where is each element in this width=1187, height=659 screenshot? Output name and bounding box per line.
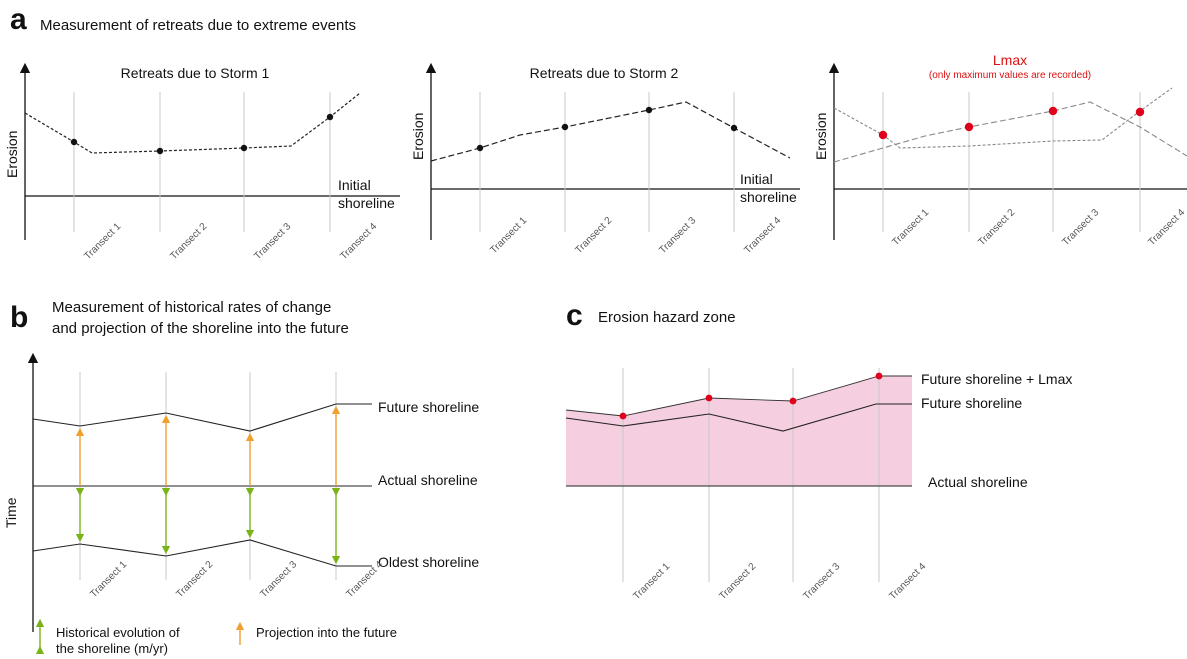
lmax-point	[789, 397, 797, 405]
lmax-point	[964, 122, 974, 132]
lmax-point	[875, 372, 883, 380]
tick-label: Transect 2	[174, 559, 215, 600]
y-axis-label: Erosion	[4, 131, 20, 178]
tick-label: Transect 3	[252, 221, 293, 262]
retreat-point	[156, 147, 164, 155]
shoreline-label-line1: Initial	[338, 177, 371, 193]
retreat-point	[561, 123, 569, 131]
tick-label: Transect 4	[742, 215, 783, 256]
future-shoreline-label: Future shoreline	[921, 395, 1022, 411]
storm-1-retreat-line	[24, 92, 361, 154]
time-axis-label: Time	[3, 497, 19, 528]
storm-2-gray-line	[833, 101, 1187, 163]
tick-label: Transect 4	[1146, 207, 1187, 248]
future-shoreline-lmax-label: Future shoreline + Lmax	[921, 371, 1072, 387]
panel-b-heading-line2: and projection of the shoreline into the…	[52, 320, 349, 337]
lmax-point	[1135, 107, 1145, 117]
tick-label: Transect 1	[631, 561, 672, 602]
chart-historical-rates: Time Future shoreline Actual shoreline O…	[3, 352, 479, 632]
legend-historical-line2: the shoreline (m/yr)	[56, 641, 168, 656]
oldest-shoreline-line	[32, 539, 372, 567]
future-shoreline-line	[565, 403, 912, 432]
chart-erosion-hazard-zone: Future shoreline + Lmax Future shoreline…	[565, 368, 1072, 602]
panel-a-heading: Measurement of retreats due to extreme e…	[40, 17, 356, 34]
tick-label: Transect 2	[976, 207, 1017, 248]
retreat-point	[240, 144, 248, 152]
panel-c-letter: c	[566, 299, 583, 332]
chart-title: Retreats due to Storm 1	[121, 65, 270, 81]
legend-historical-line1: Historical evolution of	[56, 625, 180, 640]
chart-storm-1: Retreats due to Storm 1 Erosion Initial …	[4, 62, 400, 262]
lmax-title: Lmax	[993, 52, 1027, 68]
future-shoreline-line	[32, 403, 372, 432]
panel-b-heading-line1: Measurement of historical rates of chang…	[52, 299, 331, 316]
tick-label: Transect 2	[717, 561, 758, 602]
shoreline-label-line2: shoreline	[740, 189, 797, 205]
panel-c-heading: Erosion hazard zone	[598, 309, 736, 326]
actual-shoreline-label: Actual shoreline	[928, 474, 1028, 490]
legend: Historical evolution of the shoreline (m…	[35, 618, 397, 656]
retreat-point	[645, 106, 653, 114]
lmax-subtitle: (only maximum values are recorded)	[929, 70, 1091, 81]
retreat-point	[476, 144, 484, 152]
y-axis-label: Erosion	[813, 113, 829, 160]
tick-label: Transect 4	[887, 561, 928, 602]
lmax-point	[878, 130, 888, 140]
tick-label: Transect 3	[258, 559, 299, 600]
future-shoreline-lmax-line	[565, 375, 912, 417]
chart-lmax: Lmax (only maximum values are recorded) …	[813, 52, 1187, 248]
retreat-point	[70, 138, 78, 146]
oldest-shoreline-label: Oldest shoreline	[378, 554, 479, 570]
shoreline-label-line1: Initial	[740, 171, 773, 187]
tick-label: Transect 1	[82, 221, 123, 262]
retreat-point	[730, 124, 738, 132]
tick-label: Transect 4	[344, 559, 385, 600]
y-axis-label: Erosion	[410, 113, 426, 160]
tick-label: Transect 1	[488, 215, 529, 256]
tick-label: Transect 3	[801, 561, 842, 602]
chart-storm-2: Retreats due to Storm 2 Erosion Initial …	[410, 62, 800, 256]
tick-label: Transect 2	[168, 221, 209, 262]
tick-label: Transect 1	[890, 207, 931, 248]
lmax-point	[705, 394, 713, 402]
tick-label: Transect 4	[338, 221, 379, 262]
actual-shoreline-label: Actual shoreline	[378, 472, 478, 488]
legend-projection-label: Projection into the future	[256, 625, 397, 640]
tick-label: Transect 3	[1060, 207, 1101, 248]
future-shoreline-label: Future shoreline	[378, 399, 479, 415]
lmax-point	[619, 412, 627, 420]
panel-a-letter: a	[10, 3, 27, 36]
hazard-zone-area	[566, 376, 912, 486]
retreat-point	[326, 113, 334, 121]
storm-2-retreat-line	[430, 101, 791, 162]
tick-label: Transect 2	[573, 215, 614, 256]
tick-label: Transect 3	[657, 215, 698, 256]
tick-label: Transect 1	[88, 559, 129, 600]
panel-b-letter: b	[10, 301, 28, 334]
chart-title: Retreats due to Storm 2	[530, 65, 679, 81]
shoreline-label-line2: shoreline	[338, 195, 395, 211]
lmax-point	[1048, 106, 1058, 116]
